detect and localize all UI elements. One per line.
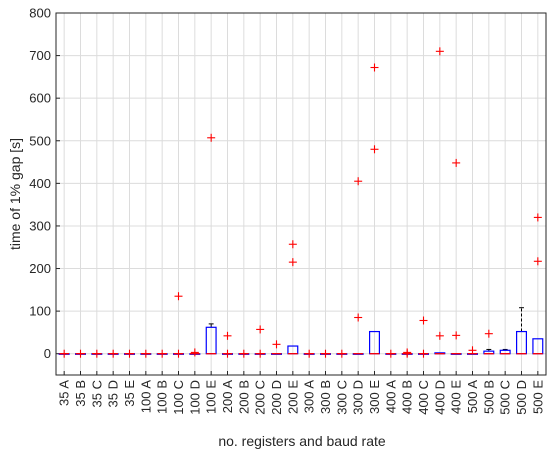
box-500-c: [499, 348, 511, 355]
outlier-point: [386, 349, 395, 358]
x-tick-label: 300 D: [351, 380, 366, 415]
x-tick-label: 35 D: [106, 380, 121, 407]
y-tick-label: 600: [29, 91, 51, 106]
outlier-point: [533, 213, 542, 222]
x-tick-label: 500 B: [481, 380, 496, 414]
y-tick-labels: 0 100 200 300 400 500 600 700 800: [29, 6, 51, 362]
outlier-point: [272, 340, 281, 349]
outlier-point: [174, 349, 183, 358]
x-tick-label: 500 E: [530, 380, 545, 414]
x-tick-label: 200 B: [236, 380, 251, 414]
outlier-point: [452, 331, 461, 340]
x-tick-labels: 35 A 35 B 35 C 35 D 35 E 100 A 100 B 100 C 100 D…: [57, 380, 546, 415]
x-tick-label: 100 C: [171, 380, 186, 415]
y-tick-label: 800: [29, 6, 51, 21]
x-tick-label: 300 E: [367, 380, 382, 414]
y-axis-label: time of 1% gap [s]: [7, 138, 23, 250]
y-tick-label: 100: [29, 304, 51, 319]
outlier-point: [468, 346, 477, 355]
x-tick-label: 300 B: [318, 380, 333, 414]
outlier-point: [223, 349, 232, 358]
outlier-point: [419, 349, 428, 358]
x-tick-label: 400 A: [383, 380, 398, 414]
outlier-point: [435, 47, 444, 56]
x-tick-label: 100 E: [204, 380, 219, 414]
y-tick-label: 500: [29, 133, 51, 148]
outlier-point: [370, 63, 379, 72]
x-axis-label: no. registers and baud rate: [218, 433, 386, 449]
outlier-point: [452, 158, 461, 167]
box-400-d: [434, 352, 446, 355]
outlier-point: [92, 349, 101, 358]
x-tick-label: 400 C: [416, 380, 431, 415]
box-300-d: [352, 353, 364, 355]
outlier-point: [305, 349, 314, 358]
outlier-point: [288, 258, 297, 267]
x-tick-label: 100 D: [187, 380, 202, 415]
x-tick-label: 100 A: [138, 380, 153, 414]
x-tick-label: 400 B: [400, 380, 415, 414]
x-tick-label: 200 D: [269, 380, 284, 415]
box-500-d: [515, 307, 527, 355]
outlier-point: [223, 331, 232, 340]
outlier-point: [158, 349, 167, 358]
outlier-point: [174, 292, 183, 301]
box-200-e: [287, 345, 299, 355]
outlier-point: [288, 240, 297, 249]
y-tick-label: 200: [29, 261, 51, 276]
x-tick-label: 35 E: [122, 380, 137, 407]
outlier-point: [435, 331, 444, 340]
outlier-point: [419, 316, 428, 325]
outlier-point: [321, 349, 330, 358]
x-tick-label: 200 C: [253, 380, 268, 415]
outlier-point: [354, 313, 363, 322]
outlier-point: [256, 349, 265, 358]
outlier-point: [141, 349, 150, 358]
x-tick-label: 35 B: [73, 380, 88, 407]
outlier-point: [109, 349, 118, 358]
x-tick-label: 35 C: [89, 380, 104, 407]
outlier-point: [207, 133, 216, 142]
box-200-d: [271, 353, 283, 355]
x-tick-label: 400 E: [449, 380, 464, 414]
outlier-point: [76, 349, 85, 358]
x-tick-label: 400 D: [432, 380, 447, 415]
outlier-point: [354, 177, 363, 186]
outlier-point: [370, 145, 379, 154]
outlier-point: [337, 349, 346, 358]
x-tick-label: 35 A: [57, 380, 72, 406]
box-100-e: [205, 323, 217, 355]
x-tick-label: 200 E: [285, 380, 300, 414]
plot-frame: [55, 12, 547, 376]
outlier-point: [60, 349, 69, 358]
y-tick-label: 300: [29, 218, 51, 233]
x-tick-label: 200 A: [220, 380, 235, 414]
outlier-point: [533, 257, 542, 266]
outlier-point: [239, 349, 248, 358]
box-500-e: [532, 338, 544, 355]
grid-layer: [56, 12, 546, 375]
x-tick-label: 100 B: [155, 380, 170, 414]
y-tick-label: 0: [44, 346, 51, 361]
outlier-point: [256, 325, 265, 334]
x-tick-label: 300 A: [302, 380, 317, 414]
outlier-layer: [60, 47, 542, 358]
x-tick-label: 300 C: [334, 380, 349, 415]
x-tick-label: 500 C: [498, 380, 513, 415]
outlier-point: [484, 329, 493, 338]
x-tick-label: 500 A: [465, 380, 480, 414]
outlier-point: [403, 348, 412, 357]
box-400-e: [450, 353, 462, 355]
outlier-point: [125, 349, 134, 358]
outlier-point: [190, 348, 199, 357]
box-500-b: [483, 348, 495, 355]
y-tick-label: 700: [29, 48, 51, 63]
y-tick-label: 400: [29, 176, 51, 191]
box-layer: [58, 307, 544, 355]
x-tick-label: 500 D: [514, 380, 529, 415]
box-300-e: [369, 330, 381, 355]
